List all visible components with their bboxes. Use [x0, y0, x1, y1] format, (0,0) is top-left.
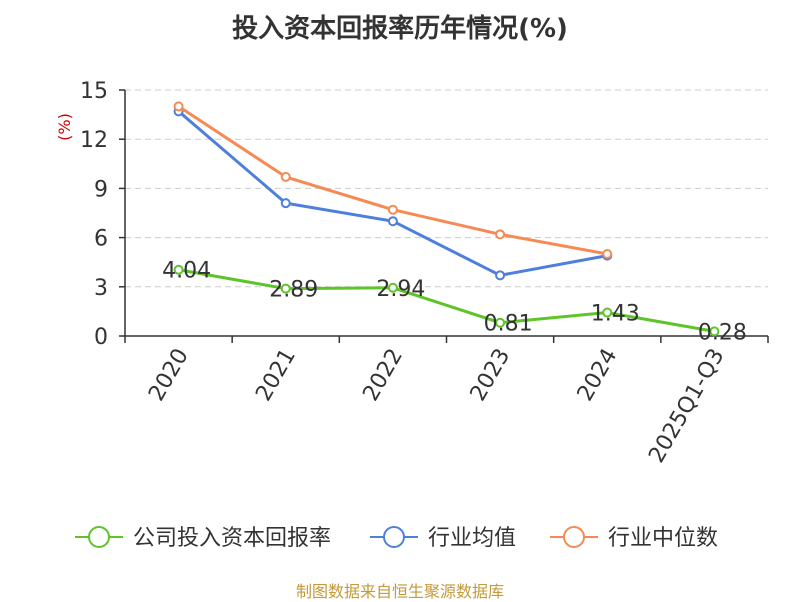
- data-point: [280, 283, 291, 294]
- x-tick-label: 2023: [466, 345, 516, 406]
- chart-title: 投入资本回报率历年情况(%): [232, 14, 568, 44]
- legend-label: 行业均值: [428, 526, 516, 551]
- data-point: [495, 229, 506, 240]
- data-point: [173, 101, 184, 112]
- y-tick-label: 9: [94, 177, 108, 202]
- data-point: [387, 204, 398, 215]
- y-tick-label: 3: [94, 276, 108, 301]
- x-tick-label: 2022: [358, 345, 408, 406]
- legend-marker: [383, 526, 405, 548]
- series-line: [177, 105, 608, 256]
- x-tick-label: 2021: [251, 345, 301, 406]
- legend-marker: [563, 526, 585, 548]
- y-tick-label: 0: [94, 325, 108, 350]
- x-tick-label: 2024: [573, 345, 623, 406]
- data-point: [495, 317, 506, 328]
- data-label: 0.81: [484, 312, 533, 337]
- x-tick-label: 2025Q1-Q3: [644, 345, 729, 468]
- source-text: 制图数据来自恒生聚源数据库: [295, 582, 504, 601]
- y-tick-label: 12: [80, 128, 108, 153]
- data-point: [602, 307, 613, 318]
- series-line: [177, 110, 608, 277]
- series-line: [178, 268, 715, 333]
- data-point: [387, 282, 398, 293]
- legend-marker: [88, 526, 110, 548]
- data-label: 2.94: [376, 277, 425, 302]
- y-tick-label: 6: [94, 227, 108, 252]
- x-tick-label: 2020: [144, 345, 194, 406]
- data-label: 4.04: [162, 259, 211, 284]
- data-label: 2.89: [269, 278, 318, 303]
- data-label: 0.28: [698, 320, 747, 345]
- data-point: [495, 270, 506, 281]
- y-axis-label: (%): [55, 113, 74, 141]
- data-point: [709, 326, 720, 337]
- legend-label: 公司投入资本回报率: [133, 526, 331, 551]
- data-point: [387, 216, 398, 227]
- legend-label: 行业中位数: [608, 526, 718, 551]
- data-point: [280, 198, 291, 209]
- data-point: [602, 249, 613, 259]
- y-tick-label: 15: [80, 79, 108, 104]
- data-point: [173, 264, 184, 275]
- data-label: 1.43: [591, 302, 640, 327]
- data-point: [280, 171, 291, 182]
